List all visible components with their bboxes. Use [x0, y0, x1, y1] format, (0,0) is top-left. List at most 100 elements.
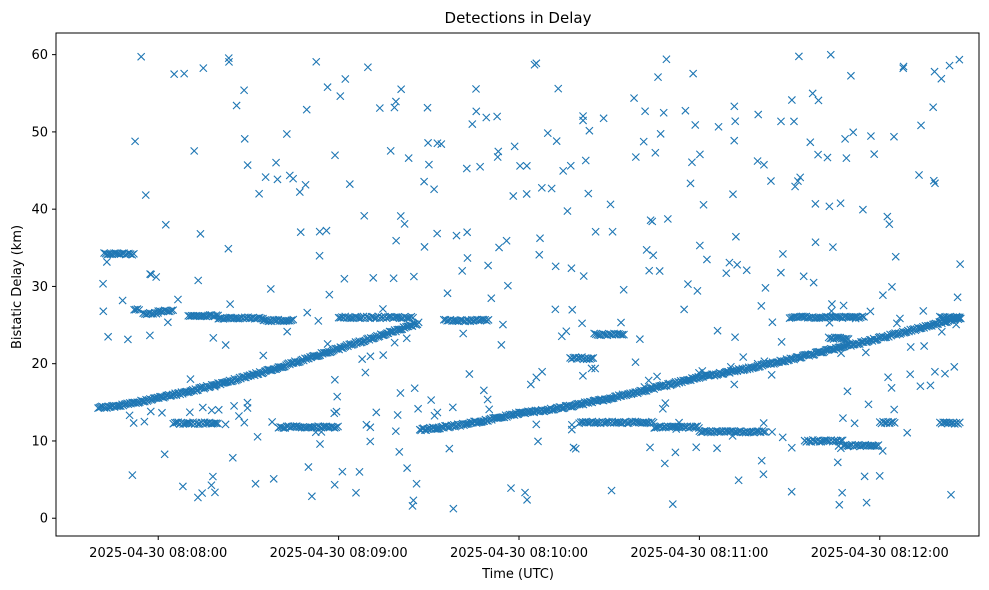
data-point: [193, 493, 202, 502]
data-point: [146, 270, 155, 279]
data-point: [289, 174, 298, 183]
data-point: [404, 154, 413, 163]
data-point: [424, 160, 433, 169]
data-point: [587, 364, 596, 373]
data-point: [806, 138, 815, 147]
data-point: [331, 151, 340, 160]
data-point: [681, 106, 690, 115]
data-point: [607, 486, 616, 495]
data-point: [385, 327, 394, 336]
data-point: [658, 423, 667, 432]
data-point: [808, 89, 817, 98]
chart-title: Detections in Delay: [445, 9, 592, 27]
data-point: [584, 189, 593, 198]
data-point: [695, 150, 704, 159]
data-point: [731, 232, 740, 241]
data-point: [768, 318, 777, 327]
data-point: [730, 136, 739, 145]
data-point: [811, 238, 820, 247]
data-point: [798, 312, 807, 321]
x-axis: 2025-04-30 08:08:00 2025-04-30 08:09:00 20…: [89, 536, 949, 561]
data-point: [272, 158, 281, 167]
data-point: [864, 400, 873, 409]
data-point: [312, 57, 321, 66]
data-point: [830, 436, 839, 445]
data-point: [954, 313, 963, 322]
data-point: [510, 142, 519, 151]
data-point: [361, 368, 370, 377]
data-point: [834, 441, 843, 450]
data-point: [796, 173, 805, 182]
data-point: [892, 319, 901, 328]
data-point: [346, 314, 355, 323]
data-point: [641, 107, 650, 116]
data-point: [760, 357, 769, 366]
data-point: [336, 313, 345, 322]
data-point: [646, 216, 655, 225]
data-point: [494, 147, 503, 156]
data-point: [841, 335, 850, 343]
data-point: [702, 255, 711, 264]
data-point: [639, 137, 648, 146]
data-point: [472, 107, 481, 116]
data-point: [619, 285, 628, 294]
data-point: [693, 286, 702, 295]
data-point: [333, 392, 342, 401]
data-point: [640, 382, 649, 391]
data-point: [836, 313, 845, 322]
data-point: [384, 312, 393, 321]
data-point: [145, 331, 154, 340]
data-point: [671, 448, 680, 457]
data-point: [128, 471, 137, 480]
data-point: [743, 365, 752, 374]
data-point: [851, 440, 860, 449]
data-point: [303, 308, 312, 317]
data-point: [687, 158, 696, 167]
data-point: [955, 313, 964, 322]
data-point: [481, 315, 490, 324]
data-point: [593, 330, 602, 339]
data-point: [253, 432, 262, 441]
data-point: [423, 103, 432, 112]
data-point: [400, 219, 409, 228]
data-point: [397, 85, 406, 94]
data-point: [870, 336, 879, 345]
data-point: [739, 353, 748, 362]
y-tick-label: 20: [31, 357, 48, 372]
data-point: [283, 327, 292, 336]
y-tick-label: 10: [31, 434, 48, 449]
data-point: [903, 428, 912, 437]
data-point: [270, 365, 279, 374]
data-point: [883, 212, 892, 221]
data-point: [498, 320, 507, 329]
data-point: [390, 103, 399, 112]
data-point: [375, 104, 384, 113]
data-point: [224, 244, 233, 253]
data-point: [955, 418, 964, 427]
data-point: [437, 140, 446, 149]
data-point: [557, 404, 566, 413]
data-point: [838, 488, 847, 497]
data-point: [433, 425, 442, 434]
data-point: [251, 479, 260, 488]
data-point: [937, 74, 946, 83]
data-point: [526, 380, 535, 389]
data-point: [185, 408, 194, 417]
data-point: [591, 364, 600, 373]
data-point: [552, 137, 561, 146]
data-point: [170, 70, 179, 79]
data-point: [240, 134, 249, 143]
data-point: [950, 362, 959, 371]
data-point: [362, 420, 371, 429]
data-point: [945, 61, 954, 70]
data-point: [835, 500, 844, 509]
data-point: [722, 269, 731, 278]
data-point: [196, 229, 205, 238]
data-point: [823, 436, 832, 445]
data-point: [393, 411, 402, 419]
data-point: [484, 315, 493, 324]
data-point: [646, 443, 655, 452]
data-point: [833, 458, 842, 467]
data-point: [516, 161, 525, 170]
data-point: [264, 317, 273, 326]
